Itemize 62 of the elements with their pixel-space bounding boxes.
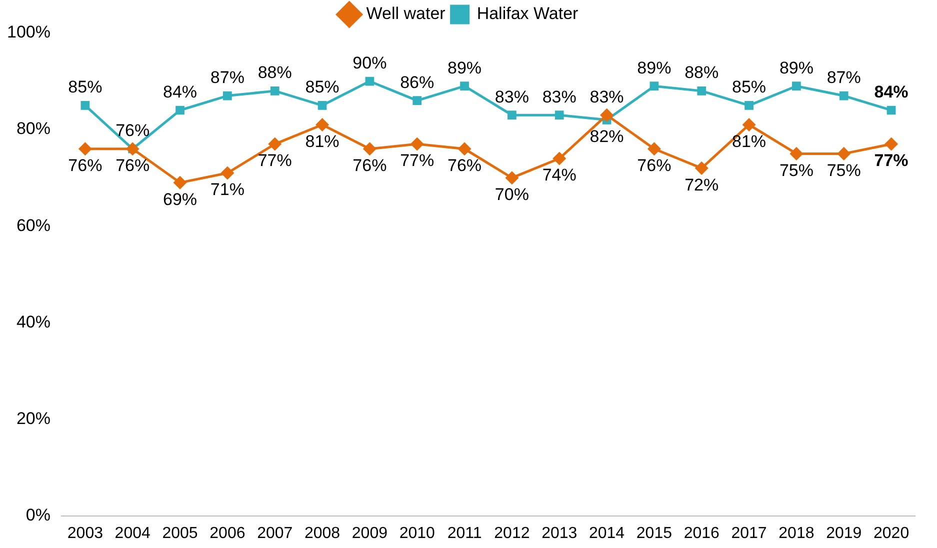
- data-label: 71%: [210, 180, 244, 200]
- data-label: 90%: [352, 53, 387, 72]
- data-label: 89%: [637, 58, 672, 78]
- data-label: 76%: [116, 121, 150, 140]
- data-label: 77%: [258, 151, 292, 170]
- data-label: 75%: [779, 160, 814, 180]
- data-label: 88%: [258, 63, 292, 82]
- x-tick-label: 2019: [826, 524, 862, 542]
- x-tick-label: 2020: [873, 524, 910, 542]
- x-tick-label: 2011: [447, 524, 482, 542]
- data-label: 74%: [542, 166, 576, 185]
- x-tick-label: 2010: [399, 524, 436, 542]
- y-tick-label: 100%: [6, 22, 50, 42]
- data-label: 77%: [874, 151, 908, 170]
- x-tick-label: 2007: [257, 524, 293, 542]
- x-tick-label: 2003: [67, 524, 104, 542]
- legend-label: Well water: [366, 4, 446, 24]
- x-tick-label: 2009: [352, 524, 388, 542]
- data-label: 83%: [590, 87, 624, 106]
- data-label: 89%: [448, 58, 482, 78]
- data-label: 85%: [68, 78, 102, 97]
- data-label: 89%: [779, 58, 814, 78]
- y-tick-label: 0%: [26, 505, 50, 524]
- data-label: 76%: [448, 156, 482, 176]
- y-tick-label: 20%: [16, 408, 50, 428]
- legend-label: Halifax Water: [476, 4, 579, 24]
- data-label: 88%: [684, 63, 719, 82]
- y-tick-label: 60%: [16, 216, 50, 235]
- data-label: 84%: [163, 82, 198, 102]
- x-tick-label: 2018: [778, 524, 814, 542]
- data-label: 76%: [637, 156, 672, 176]
- x-tick-label: 2004: [114, 524, 151, 542]
- data-label: 83%: [494, 87, 529, 106]
- data-label: 84%: [874, 82, 908, 102]
- data-label: 87%: [826, 68, 861, 87]
- x-tick-label: 2008: [304, 524, 340, 542]
- data-label: 82%: [590, 127, 624, 146]
- data-label: 77%: [400, 151, 434, 170]
- data-label: 83%: [542, 87, 576, 106]
- x-tick-label: 2006: [210, 524, 246, 542]
- data-label: 86%: [400, 72, 434, 92]
- x-tick-label: 2013: [542, 524, 578, 542]
- x-tick-label: 2017: [731, 524, 767, 542]
- x-tick-label: 2005: [162, 524, 198, 542]
- data-label: 81%: [732, 132, 766, 151]
- y-tick-label: 80%: [16, 119, 50, 138]
- data-label: 81%: [305, 132, 340, 151]
- data-label: 76%: [116, 156, 150, 176]
- data-label: 85%: [305, 78, 340, 97]
- data-label: 85%: [732, 78, 766, 97]
- y-tick-label: 40%: [16, 312, 50, 332]
- data-label: 76%: [68, 156, 102, 176]
- data-label: 87%: [210, 68, 244, 87]
- x-tick-label: 2015: [636, 524, 672, 542]
- data-label: 75%: [826, 160, 861, 180]
- x-tick-label: 2012: [494, 524, 530, 542]
- x-tick-label: 2016: [684, 524, 720, 542]
- x-tick-label: 2014: [588, 524, 625, 542]
- data-label: 76%: [352, 156, 387, 176]
- data-label: 72%: [684, 175, 719, 194]
- data-label: 69%: [163, 190, 198, 209]
- data-label: 70%: [494, 185, 529, 204]
